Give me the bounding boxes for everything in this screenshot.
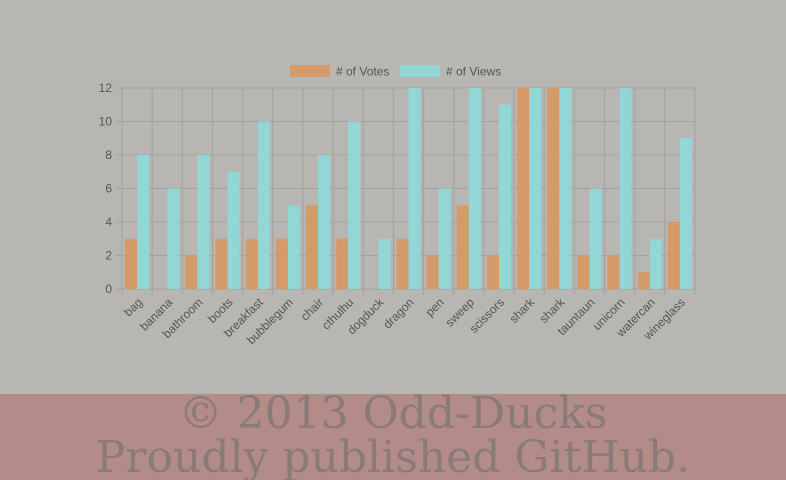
y-tick-label: 12 (99, 81, 113, 95)
bar-views[interactable] (408, 88, 421, 289)
bar-views[interactable] (529, 88, 542, 289)
bar-views[interactable] (318, 155, 331, 289)
y-tick-label: 4 (105, 215, 112, 229)
bar-votes[interactable] (607, 255, 620, 290)
bar-views[interactable] (679, 138, 692, 289)
y-tick-label: 8 (105, 148, 112, 162)
y-tick-label: 10 (99, 115, 113, 129)
bar-votes[interactable] (426, 255, 439, 290)
bar-views[interactable] (468, 88, 481, 289)
bar-votes[interactable] (577, 255, 590, 290)
x-tick-label: bag (121, 295, 145, 319)
footer-published: Proudly published GitHub. (95, 432, 691, 480)
bar-votes[interactable] (125, 238, 138, 289)
bar-votes[interactable] (456, 205, 469, 289)
bar-views[interactable] (167, 188, 180, 290)
x-tick-label: pen (423, 295, 447, 319)
bar-views[interactable] (438, 188, 451, 290)
bar-votes[interactable] (396, 238, 409, 289)
bar-votes[interactable] (547, 88, 560, 289)
bar-votes[interactable] (637, 272, 650, 289)
bar-votes[interactable] (305, 205, 319, 289)
bar-views[interactable] (348, 121, 361, 290)
bar-votes[interactable] (517, 88, 530, 289)
bar-views[interactable] (378, 238, 391, 289)
bar-views[interactable] (257, 121, 270, 290)
bar-views[interactable] (649, 238, 662, 289)
x-tick-label: shark (507, 295, 538, 326)
bar-views[interactable] (227, 171, 240, 289)
footer-copyright: © 2013 Odd-Ducks (178, 394, 608, 439)
legend-swatch[interactable] (400, 65, 440, 77)
bar-votes[interactable] (245, 238, 258, 289)
page-footer: © 2013 Odd-Ducks Proudly published GitHu… (0, 394, 786, 480)
legend-swatch[interactable] (290, 65, 330, 77)
bar-views[interactable] (197, 155, 210, 289)
chart-bars (125, 88, 692, 289)
bar-votes[interactable] (275, 238, 288, 289)
bar-views[interactable] (619, 88, 632, 289)
bar-views[interactable] (498, 104, 512, 289)
x-tick-label: dragon (380, 295, 416, 331)
legend-label[interactable]: # of Views (446, 65, 501, 79)
bar-votes[interactable] (486, 255, 499, 290)
bar-views[interactable] (559, 88, 572, 289)
bar-votes[interactable] (215, 238, 228, 289)
bar-votes[interactable] (667, 222, 680, 289)
bar-views[interactable] (137, 155, 150, 289)
bar-views[interactable] (589, 188, 602, 290)
bar-votes[interactable] (336, 238, 349, 289)
chart-legend[interactable]: # of Votes # of Views (290, 65, 501, 79)
bar-views[interactable] (287, 205, 300, 289)
chart-grid (116, 87, 696, 295)
y-tick-label: 2 (105, 249, 112, 263)
y-tick-label: 0 (105, 282, 112, 296)
bar-votes[interactable] (185, 255, 198, 290)
legend-label[interactable]: # of Votes (336, 65, 389, 79)
y-tick-label: 6 (105, 182, 112, 196)
